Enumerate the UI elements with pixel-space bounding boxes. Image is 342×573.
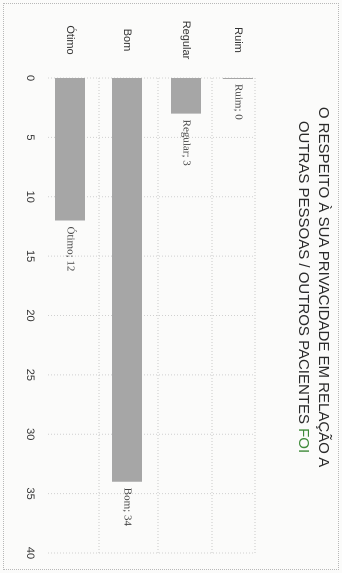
bar-ruim: [223, 78, 253, 79]
chart-title: O RESPEITO À SUA PRIVACIDADE EM RELAÇÃO …: [315, 107, 332, 467]
data-label-ruim: Ruim; 0: [232, 84, 244, 120]
data-label-otimo: Ótimo; 12: [64, 227, 76, 272]
chart-frame: [3, 3, 339, 570]
chart-title-line-2: OUTRAS PESSOAS / OUTROS PACIENTES: [295, 121, 312, 428]
bar-bom: [112, 78, 142, 482]
value-axis-ticks: 0 5 10 15 20 25 30 35 40: [24, 75, 36, 559]
bar-otimo: [55, 78, 85, 221]
category-label-regular: Regular: [180, 21, 192, 60]
tick-label-25: 25: [24, 369, 36, 381]
data-labels: Ruim; 0 Regular; 3 Bom; 34 Ótimo; 12: [64, 84, 244, 526]
chart-title-line-2-group: OUTRAS PESSOAS / OUTROS PACIENTES FOI: [295, 121, 312, 453]
category-label-bom: Bom: [121, 29, 133, 52]
bar-regular: [171, 78, 201, 114]
chart-title-line-1: O RESPEITO À SUA PRIVACIDADE EM RELAÇÃO …: [315, 107, 332, 467]
tick-label-10: 10: [24, 191, 36, 203]
tick-label-40: 40: [24, 547, 36, 559]
chart-title-word-foi: FOI: [295, 428, 312, 453]
tick-label-15: 15: [24, 250, 36, 262]
tick-label-20: 20: [24, 309, 36, 321]
data-label-regular: Regular; 3: [180, 120, 192, 167]
category-label-otimo: Ótimo: [64, 25, 77, 54]
category-label-ruim: Ruim: [232, 27, 244, 53]
tick-label-35: 35: [24, 488, 36, 500]
bars: [55, 78, 253, 482]
tick-label-5: 5: [24, 134, 36, 140]
gridlines: [48, 77, 256, 554]
data-label-bom: Bom; 34: [121, 488, 133, 527]
tick-label-30: 30: [24, 428, 36, 440]
category-labels: Ruim Regular Bom Ótimo: [64, 21, 244, 60]
tick-label-0: 0: [24, 75, 36, 81]
